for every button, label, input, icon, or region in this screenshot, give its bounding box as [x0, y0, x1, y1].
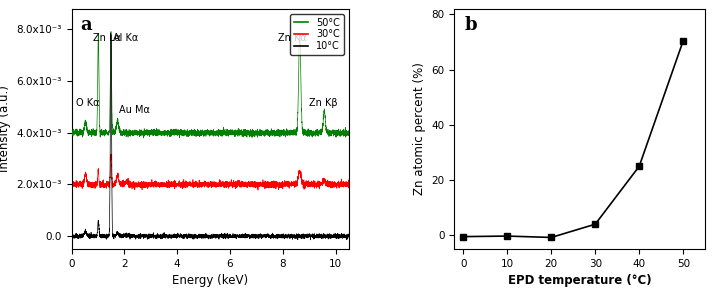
X-axis label: EPD temperature (°C): EPD temperature (°C) — [508, 274, 652, 287]
Text: Zn Kα: Zn Kα — [278, 33, 306, 43]
Text: Au Mα: Au Mα — [119, 105, 150, 115]
Legend: 50°C, 30°C, 10°C: 50°C, 30°C, 10°C — [290, 14, 344, 55]
Text: a: a — [80, 16, 92, 34]
Text: b: b — [465, 16, 477, 34]
Text: Al Kα: Al Kα — [112, 33, 137, 43]
Text: Zn Lα: Zn Lα — [93, 33, 121, 43]
Y-axis label: Intensity (a.u.): Intensity (a.u.) — [0, 86, 11, 172]
X-axis label: Energy (keV): Energy (keV) — [172, 274, 248, 287]
Y-axis label: Zn atomic percent (%): Zn atomic percent (%) — [413, 62, 426, 195]
Text: O Kα: O Kα — [77, 98, 100, 108]
Text: Zn Kβ: Zn Kβ — [309, 98, 338, 108]
